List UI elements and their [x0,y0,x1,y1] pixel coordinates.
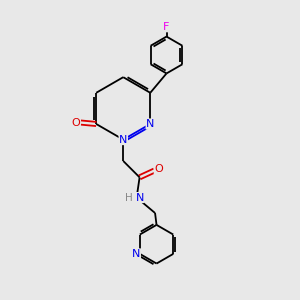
Text: N: N [119,135,128,145]
Text: N: N [132,249,140,259]
Text: H: H [125,193,133,202]
Text: O: O [72,118,80,128]
Text: O: O [154,164,163,174]
Text: N: N [135,193,144,202]
Text: N: N [146,119,154,129]
Text: F: F [163,22,170,32]
